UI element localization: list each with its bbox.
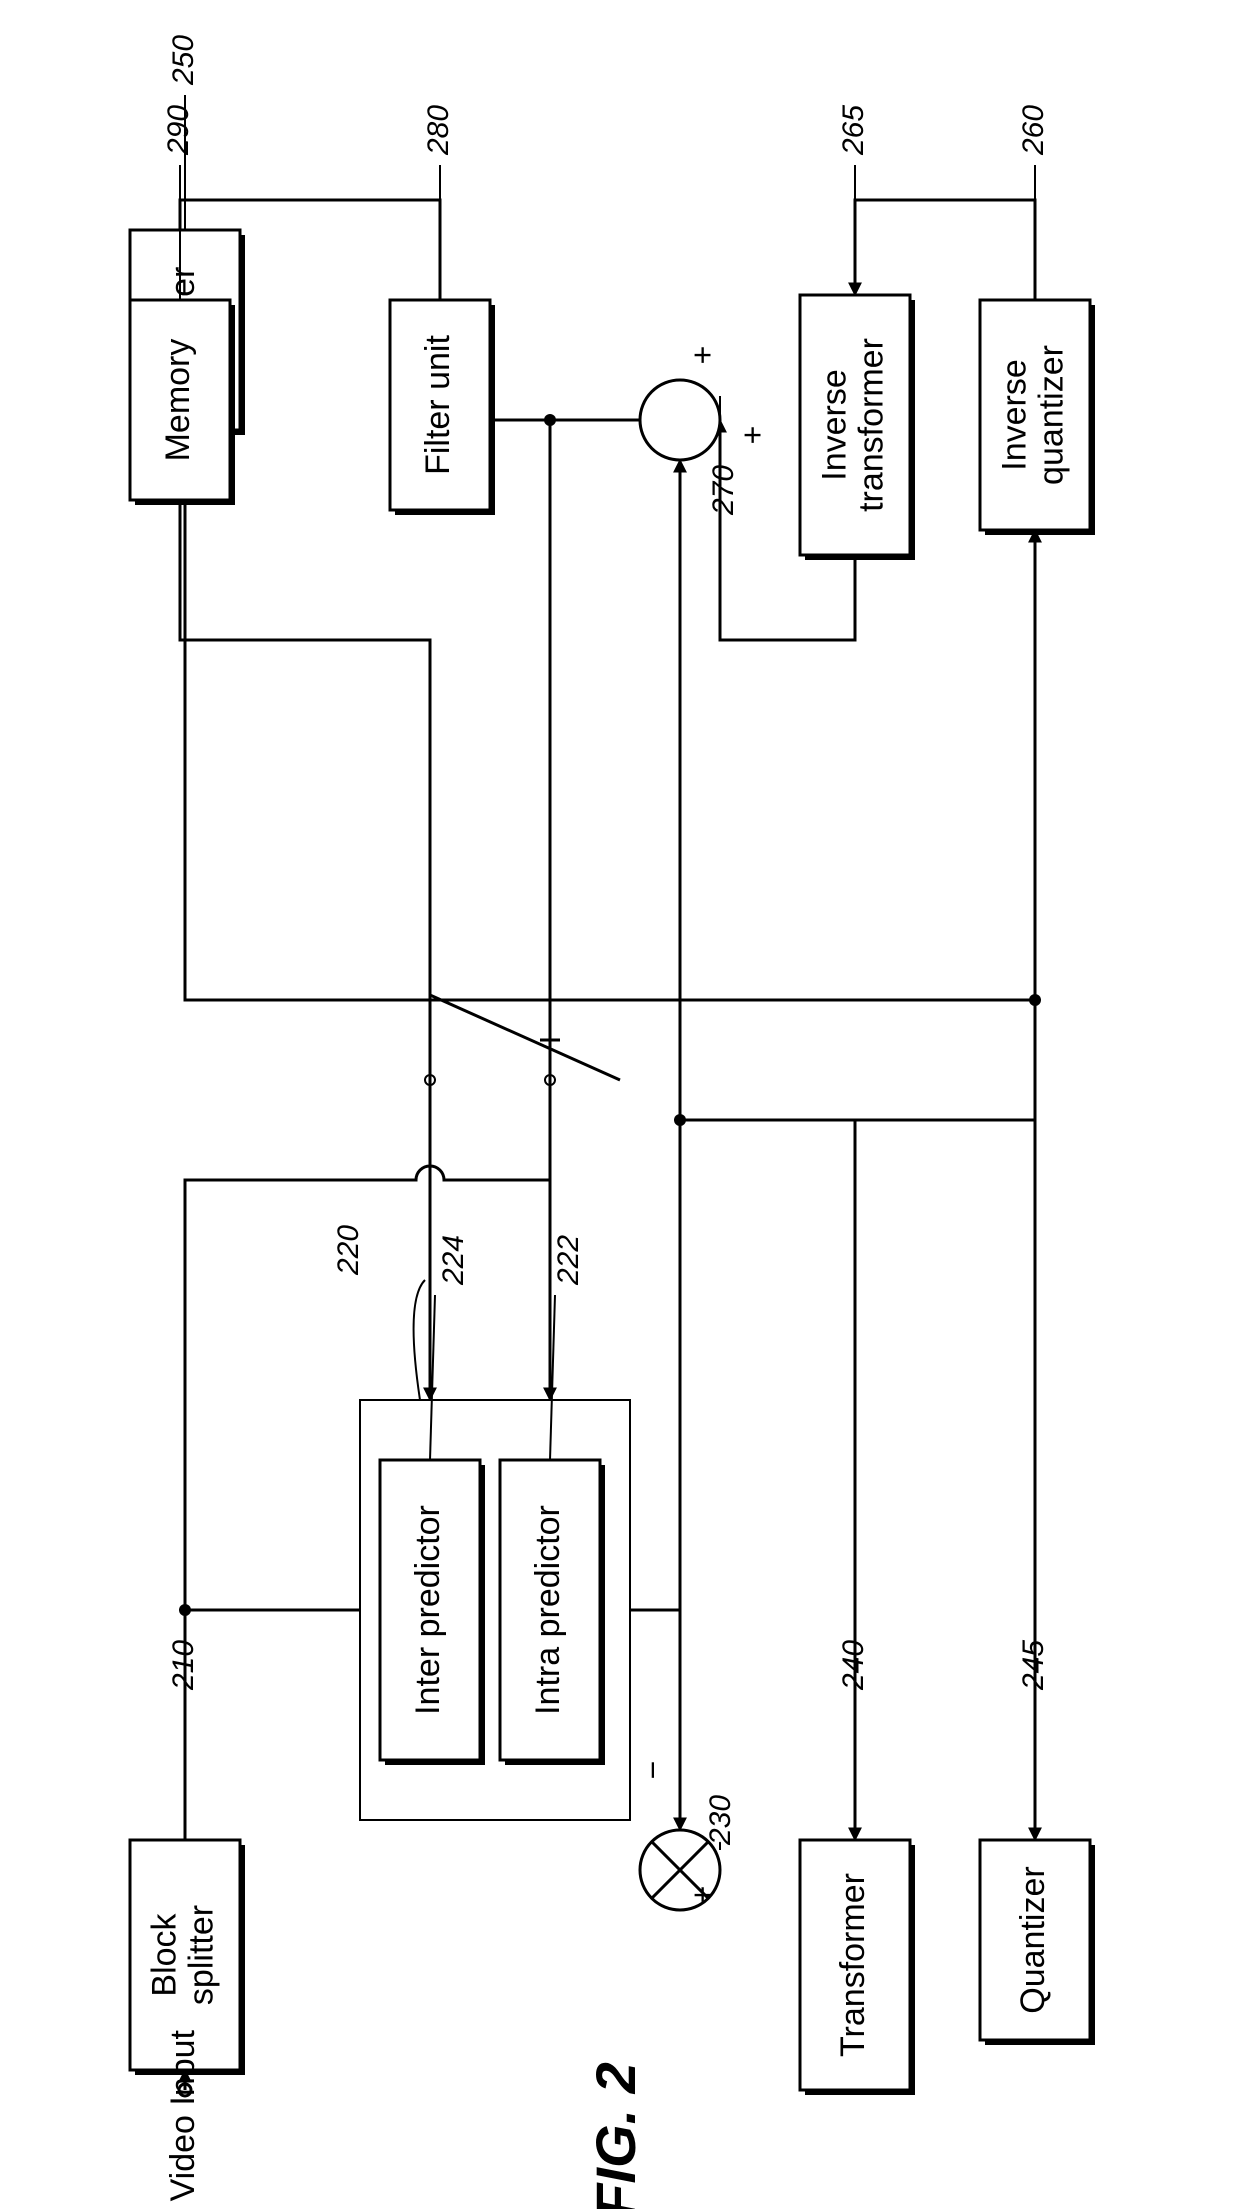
svg-text:+: +: [684, 1886, 720, 1905]
svg-text:210: 210: [167, 1640, 200, 1691]
svg-text:Memory: Memory: [159, 339, 197, 462]
svg-text:Blocksplitter: Blocksplitter: [145, 1905, 220, 2005]
svg-text:290: 290: [162, 105, 195, 156]
svg-text:265: 265: [837, 105, 870, 156]
svg-text:Quantizer: Quantizer: [1014, 1866, 1052, 2013]
svg-text:FIG. 2: FIG. 2: [584, 2062, 647, 2209]
transformer-to-quantizer: [855, 1120, 1035, 1840]
svg-text:Transformer: Transformer: [834, 1873, 872, 2057]
svg-text:−: −: [634, 1761, 670, 1780]
svg-text:220: 220: [332, 1225, 365, 1276]
sub-to-transformer: [680, 1120, 855, 1840]
svg-text:260: 260: [1017, 105, 1050, 156]
svg-text:245: 245: [1017, 1640, 1050, 1691]
svg-text:270: 270: [707, 465, 740, 516]
svg-text:Inversequantizer: Inversequantizer: [995, 345, 1070, 485]
memory-to-inter: [180, 500, 430, 1400]
svg-text:+: +: [684, 346, 720, 365]
svg-text:240: 240: [837, 1640, 870, 1691]
svg-text:280: 280: [422, 105, 455, 156]
block-diagram: Blocksplitter Inter predictor Intra predic…: [0, 0, 1240, 2209]
svg-text:Filter unit: Filter unit: [419, 335, 457, 475]
svg-text:230: 230: [704, 1795, 737, 1846]
svg-text:Video Input: Video Input: [164, 2029, 202, 2201]
svg-text:250: 250: [167, 35, 200, 86]
add: [640, 380, 720, 460]
svg-text:Intra predictor: Intra predictor: [529, 1505, 567, 1715]
svg-text:+: +: [734, 426, 770, 445]
svg-text:224: 224: [437, 1235, 470, 1286]
svg-text:222: 222: [552, 1235, 585, 1286]
svg-text:Inter predictor: Inter predictor: [409, 1505, 447, 1715]
invq-to-invt: [855, 200, 1035, 300]
